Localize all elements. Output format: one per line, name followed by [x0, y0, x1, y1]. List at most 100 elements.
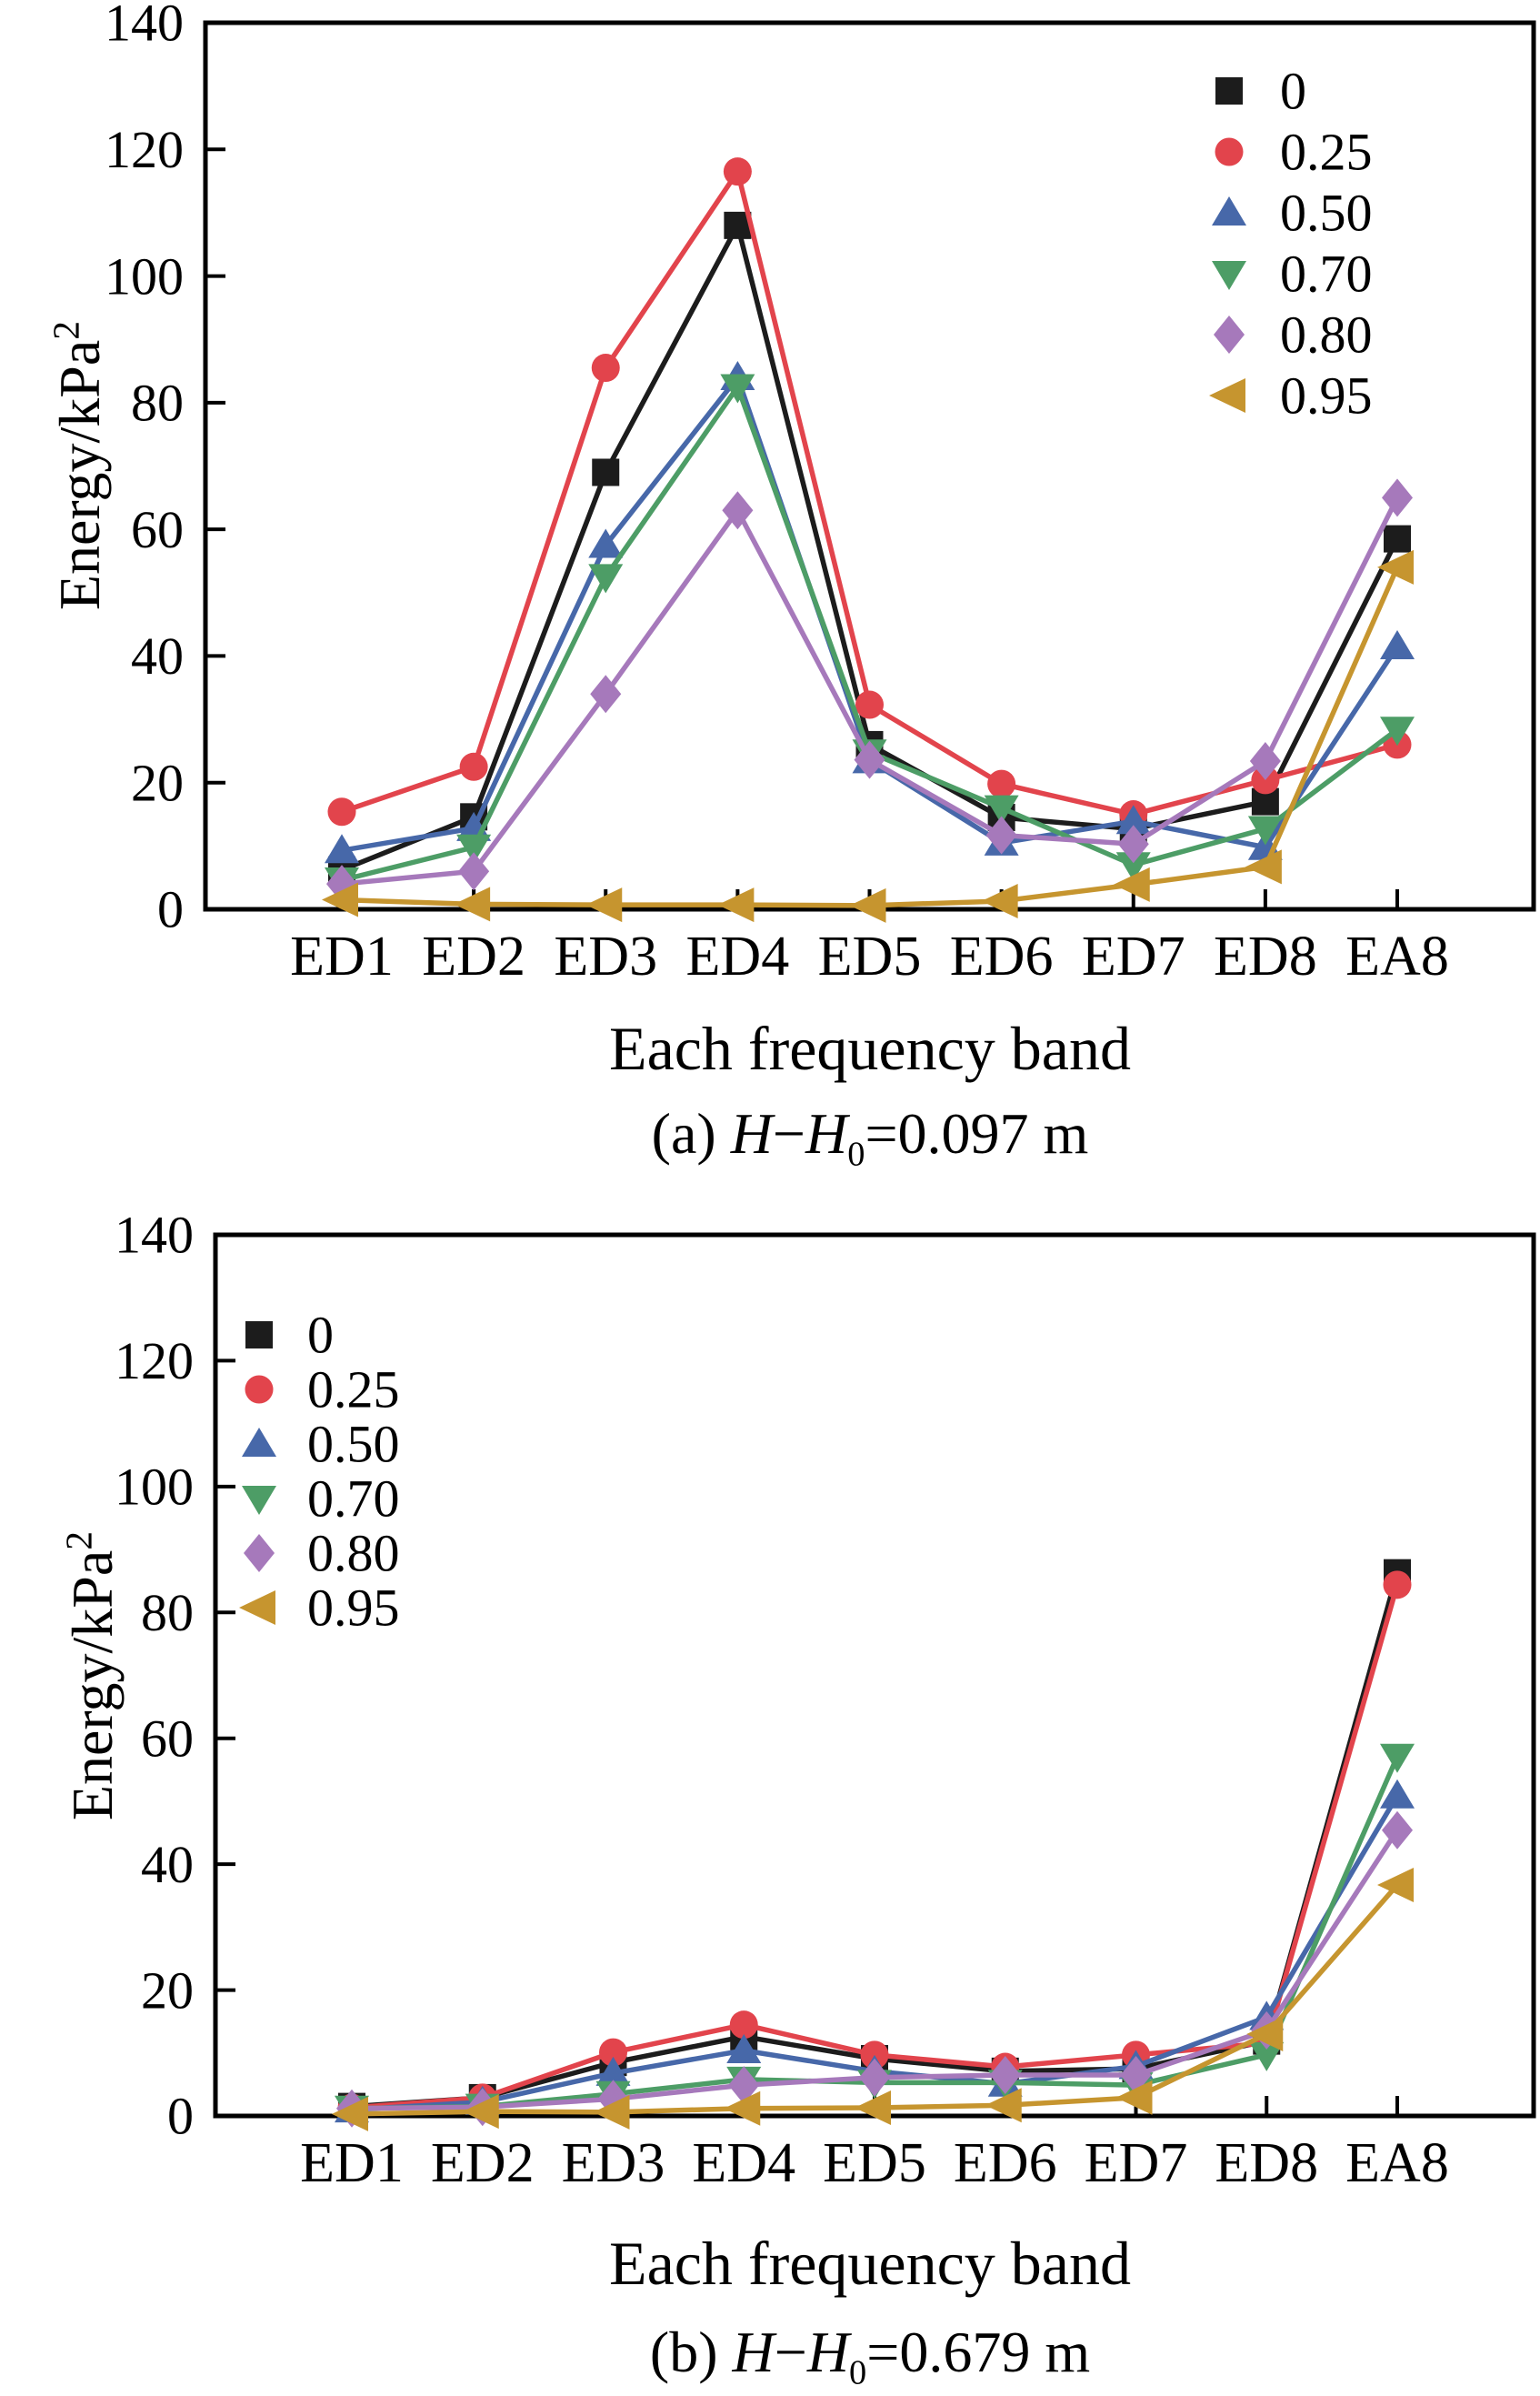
legend-item-0.50: 0.50 [1212, 184, 1373, 243]
legend-marker-diamond-icon [244, 1534, 275, 1572]
series-marker-0.70-ED7 [1115, 852, 1151, 882]
chart-b-plot-area: 0 20 40 60 80 100 120 140 ED1 ED2 ED3 ED4 ED5 ED6 ED7 E… [115, 1206, 1536, 2194]
series-marker-0.50-ED1 [325, 834, 359, 864]
caption-b-value: =0.679 m [866, 2320, 1091, 2384]
y-tick-label: 100 [105, 246, 184, 306]
series-marker-0.95-ED1 [322, 882, 358, 917]
legend-label-0.50: 0.50 [1280, 184, 1373, 243]
series-marker-0.50-ED3 [588, 528, 624, 558]
caption-b: (b) H−H0=0.679 m [325, 2319, 1415, 2391]
series-marker-0.95-ED6 [981, 883, 1018, 918]
series-marker-0.50-EA8 [1380, 1779, 1415, 1809]
x-tick-label: ED4 [686, 926, 790, 987]
caption-a-var-h2: H [805, 1101, 848, 1166]
series-marker-0.25-ED2 [459, 752, 488, 781]
series-marker-0.50-ED3 [595, 2056, 631, 2086]
y-tick-label: 20 [131, 753, 184, 812]
caption-b-minus: − [774, 2320, 807, 2384]
series-marker-0.25-ED6 [987, 769, 1016, 798]
legend-item-0.80: 0.80 [1214, 306, 1373, 365]
caption-b-subscript: 0 [849, 2353, 867, 2392]
y-tick-label: 140 [105, 0, 184, 53]
series-marker-0.95-ED1 [332, 2096, 368, 2131]
legend-marker-triangle-left-icon [1209, 378, 1245, 413]
series-marker-0.95-ED4 [724, 2090, 761, 2126]
y-tick-label: 0 [157, 880, 184, 939]
x-tick-label: ED3 [554, 926, 657, 987]
series-marker-0.95-ED2 [454, 887, 491, 922]
series-marker-0.50-ED7 [1115, 805, 1151, 835]
caption-a-minus: − [772, 1101, 806, 1166]
y-tick-label: 120 [105, 120, 184, 179]
series-marker-0.25-EA8 [1383, 1570, 1412, 1599]
series-marker-0.70-ED6 [984, 795, 1019, 825]
y-axis-label-superscript: 2 [57, 1530, 100, 1550]
series-marker-0-EA8 [1384, 525, 1411, 553]
y-axis-label-text: Energy/kPa [47, 339, 112, 611]
legend-label-0.80: 0.80 [307, 1524, 400, 1583]
chart-b: 0 20 40 60 80 100 120 140 ED1 ED2 ED3 ED4 ED5 ED6 ED7 E… [0, 1182, 1540, 2396]
series-marker-0.95-ED5 [849, 887, 886, 923]
legend-label-0: 0 [1280, 62, 1306, 121]
series-marker-0.25-ED3 [599, 2038, 627, 2067]
series-marker-0.80-ED5 [859, 2058, 890, 2097]
y-axis-label: Energy/kPa2 [57, 1439, 128, 1912]
y-tick-label: 80 [141, 1583, 194, 1642]
series-marker-0.95-ED3 [593, 2094, 630, 2130]
series-marker-0.70-ED3 [588, 564, 624, 594]
y-axis-label: Energy/kPa2 [45, 229, 115, 702]
x-tick-label: ED5 [823, 2132, 926, 2194]
legend-item-0: 0 [245, 1306, 334, 1365]
series-marker-0.95-ED5 [855, 2090, 891, 2126]
legend-marker-diamond-icon [1214, 316, 1245, 354]
x-tick-label: ED6 [950, 926, 1054, 987]
series-marker-0.80-ED6 [989, 2056, 1021, 2095]
x-axis-label: Each frequency band [609, 1014, 1131, 1083]
legend-marker-triangle-up-icon [1212, 196, 1246, 226]
series-marker-0.80-ED6 [985, 816, 1017, 855]
series-marker-0.95-ED7 [1113, 867, 1150, 902]
legend-item-0.95: 0.95 [1209, 366, 1373, 426]
legend-label-0.25: 0.25 [307, 1360, 400, 1419]
legend-item-0.25: 0.25 [1215, 123, 1373, 182]
x-axis-label: Each frequency band [609, 2229, 1131, 2298]
series-marker-0.50-EA8 [1380, 629, 1415, 659]
legend-label-0.50: 0.50 [307, 1415, 400, 1474]
y-tick-label: 0 [167, 2087, 194, 2146]
legend-marker-triangle-down-icon [1212, 261, 1246, 290]
series-marker-0.95-ED2 [462, 2094, 499, 2130]
series-marker-0-ED3 [592, 458, 620, 486]
legend-label-0.70: 0.70 [307, 1469, 400, 1529]
chart-a: 0 20 40 60 80 100 120 140 ED1 ED2 ED3 ED4 ED5 ED6 ED7 E… [0, 0, 1540, 1182]
x-tick-label: ED7 [1085, 2132, 1188, 2194]
x-tick-label: ED2 [431, 2132, 535, 2194]
legend-label-0.25: 0.25 [1280, 123, 1373, 182]
series-marker-0.95-EA8 [1377, 1867, 1414, 1902]
legend-item-0.70: 0.70 [242, 1469, 400, 1529]
y-tick-label: 20 [141, 1960, 194, 2020]
series-marker-0.80-ED3 [590, 675, 622, 714]
x-tick-label: ED3 [562, 2132, 665, 2194]
caption-a-subscript: 0 [847, 1135, 865, 1174]
caption-b-index: (b) [649, 2320, 733, 2384]
y-tick-label: 100 [115, 1458, 194, 1517]
legend-marker-triangle-left-icon [239, 1590, 275, 1625]
legend-item-0.95: 0.95 [239, 1579, 400, 1638]
series-marker-0.80-ED4 [728, 2066, 760, 2105]
series-marker-0.25-ED5 [855, 690, 884, 719]
x-tick-label: ED8 [1215, 2132, 1318, 2194]
series-marker-0.25-ED3 [591, 354, 620, 383]
y-tick-label: 80 [131, 374, 184, 433]
legend-item-0.50: 0.50 [242, 1415, 400, 1474]
series-marker-0.80-ED8 [1249, 742, 1281, 781]
legend-label-0.95: 0.95 [1280, 366, 1373, 426]
legend-marker-square-icon [245, 1321, 273, 1348]
legend-item-0.25: 0.25 [245, 1360, 400, 1419]
legend-item-0: 0 [1215, 62, 1306, 121]
legend-label-0.80: 0.80 [1280, 306, 1373, 365]
series-marker-0.80-ED2 [458, 852, 490, 891]
x-tick-label: EA8 [1345, 926, 1449, 987]
series-marker-0.70-EA8 [1380, 1743, 1415, 1773]
caption-a-value: =0.097 m [865, 1101, 1089, 1166]
series-marker-0.95-EA8 [1377, 549, 1414, 585]
